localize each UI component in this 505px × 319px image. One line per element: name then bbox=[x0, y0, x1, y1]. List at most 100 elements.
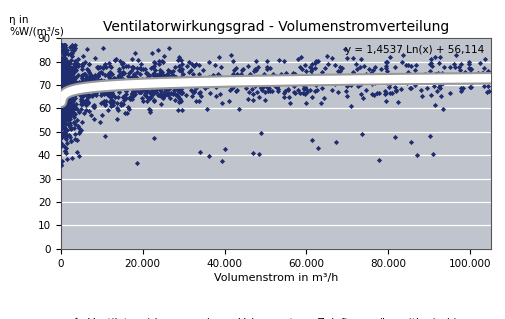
Point bbox=[150, 80, 158, 85]
Point bbox=[63, 86, 71, 91]
Point bbox=[64, 52, 72, 57]
Point bbox=[438, 80, 446, 85]
Point bbox=[300, 92, 309, 97]
Point bbox=[124, 74, 132, 79]
Point bbox=[372, 90, 380, 95]
Point bbox=[367, 70, 375, 76]
Point bbox=[58, 48, 66, 53]
Point bbox=[303, 80, 311, 85]
Point bbox=[130, 86, 138, 91]
Point bbox=[118, 64, 126, 70]
Point bbox=[165, 69, 173, 74]
Point bbox=[466, 67, 474, 72]
Point bbox=[263, 58, 271, 63]
Point bbox=[59, 77, 67, 82]
Point bbox=[64, 98, 72, 103]
Point bbox=[299, 87, 308, 92]
Point bbox=[282, 70, 290, 76]
Point bbox=[106, 77, 114, 82]
Point bbox=[427, 64, 435, 69]
Point bbox=[109, 86, 117, 91]
Point bbox=[63, 87, 71, 92]
Point bbox=[106, 100, 114, 105]
Point bbox=[137, 90, 145, 95]
Point bbox=[370, 81, 378, 86]
Point bbox=[436, 93, 444, 99]
Point bbox=[425, 68, 433, 73]
Point bbox=[60, 65, 68, 70]
Point bbox=[126, 75, 134, 80]
Point bbox=[198, 67, 206, 72]
Point bbox=[200, 82, 208, 87]
Point bbox=[62, 94, 70, 100]
Point bbox=[58, 92, 66, 97]
Point bbox=[158, 74, 166, 79]
Point bbox=[70, 81, 78, 86]
Point bbox=[62, 117, 70, 122]
Point bbox=[89, 80, 97, 85]
Point bbox=[66, 124, 74, 130]
Point bbox=[432, 74, 440, 79]
Point bbox=[67, 99, 75, 104]
Point bbox=[235, 79, 243, 85]
Point bbox=[454, 67, 463, 72]
Point bbox=[57, 162, 65, 167]
Point bbox=[60, 70, 68, 75]
Point bbox=[165, 80, 173, 85]
Point bbox=[58, 66, 66, 71]
Point bbox=[71, 80, 79, 85]
Point bbox=[306, 81, 314, 86]
Point bbox=[200, 85, 209, 90]
Point bbox=[68, 43, 76, 48]
Point bbox=[342, 89, 350, 94]
Point bbox=[160, 73, 168, 78]
Point bbox=[67, 105, 75, 110]
Point bbox=[64, 83, 72, 88]
Point bbox=[268, 72, 276, 77]
Point bbox=[65, 81, 73, 86]
Point bbox=[167, 69, 175, 74]
Point bbox=[86, 73, 94, 78]
Point bbox=[59, 92, 67, 97]
Point bbox=[79, 90, 87, 95]
Point bbox=[58, 85, 66, 90]
Point bbox=[63, 101, 71, 106]
Point bbox=[97, 101, 105, 106]
Point bbox=[71, 46, 79, 51]
Point bbox=[150, 73, 158, 78]
Point bbox=[113, 116, 121, 122]
Point bbox=[127, 69, 135, 74]
Point bbox=[63, 111, 71, 116]
Point bbox=[77, 93, 85, 98]
X-axis label: Volumenstrom in m³/h: Volumenstrom in m³/h bbox=[213, 273, 337, 283]
Point bbox=[164, 91, 172, 96]
Point bbox=[191, 85, 199, 90]
Point bbox=[179, 76, 187, 81]
Point bbox=[457, 88, 465, 93]
Point bbox=[60, 47, 68, 52]
Point bbox=[71, 43, 79, 48]
Point bbox=[57, 113, 65, 118]
Point bbox=[78, 75, 86, 80]
Point bbox=[382, 72, 390, 77]
Point bbox=[295, 64, 304, 70]
Point bbox=[133, 160, 141, 165]
Point bbox=[116, 77, 124, 82]
Point bbox=[432, 88, 440, 93]
Point bbox=[368, 91, 376, 96]
Point bbox=[475, 74, 483, 79]
Point bbox=[69, 102, 77, 107]
Point bbox=[446, 78, 454, 83]
Point bbox=[478, 75, 486, 80]
Point bbox=[60, 80, 68, 85]
Point bbox=[63, 87, 71, 92]
Point bbox=[390, 64, 398, 70]
Point bbox=[135, 89, 143, 94]
Point bbox=[59, 131, 67, 136]
Point bbox=[228, 72, 236, 77]
Point bbox=[60, 73, 68, 78]
Point bbox=[57, 112, 65, 117]
Point bbox=[59, 95, 67, 100]
Point bbox=[95, 119, 104, 124]
Point bbox=[85, 84, 93, 89]
